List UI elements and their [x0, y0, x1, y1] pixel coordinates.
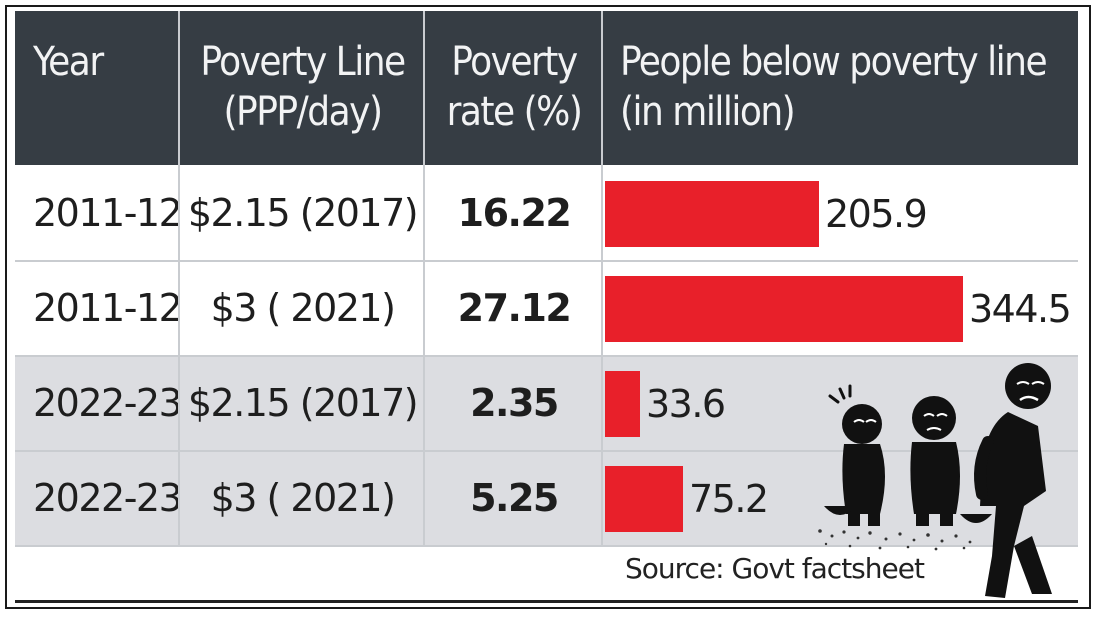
header-poverty-line: Poverty Line (PPP/day): [180, 11, 425, 165]
people-value-label: 33.6: [646, 382, 726, 426]
cell-year: 2011-12: [33, 286, 183, 330]
people-bar: [605, 466, 683, 532]
header-poverty-line-text-2: (PPP/day): [223, 89, 383, 135]
people-bar: [605, 181, 819, 247]
header-poverty-rate-text-1: Poverty: [451, 39, 578, 85]
table-row: 2011-12 $3 ( 2021) 27.12: [15, 262, 1078, 355]
figure-frame: [5, 5, 1091, 609]
cell-poverty-rate: 2.35: [470, 381, 559, 425]
table-row: 2022-23 $2.15 (2017) 2.35: [15, 357, 1078, 450]
source-note: Source: Govt factsheet: [625, 552, 925, 585]
table-row: 2011-12 $2.15 (2017) 16.22: [15, 167, 1078, 260]
people-value-label: 344.5: [969, 287, 1072, 331]
cell-poverty-line: $2.15 (2017): [187, 381, 419, 425]
cell-year: 2022-23: [33, 381, 183, 425]
cell-year: 2022-23: [33, 476, 183, 520]
people-bar: [605, 371, 640, 437]
header-poverty-rate: Poverty rate (%): [425, 11, 603, 165]
footer-rule: [15, 600, 1078, 603]
column-divider: [178, 11, 180, 547]
people-bar: [605, 276, 963, 342]
cell-poverty-rate: 16.22: [457, 191, 572, 235]
people-value-label: 205.9: [825, 192, 928, 236]
cell-poverty-rate: 27.12: [457, 286, 572, 330]
header-people-text-1: People below poverty line: [620, 39, 1048, 85]
header-people: People below poverty line (in million): [620, 11, 1070, 165]
row-divider: [15, 355, 1078, 357]
cell-poverty-line: $3 ( 2021): [210, 286, 396, 330]
cell-poverty-line: $3 ( 2021): [210, 476, 396, 520]
poverty-table: Year Poverty Line (PPP/day) Poverty rate…: [15, 11, 1078, 603]
row-divider: [15, 260, 1078, 262]
column-divider: [423, 11, 425, 547]
row-divider: [15, 450, 1078, 452]
cell-year: 2011-12: [33, 191, 183, 235]
table-header: Year Poverty Line (PPP/day) Poverty rate…: [15, 11, 1078, 165]
table-row: 2022-23 $3 ( 2021) 5.25: [15, 452, 1078, 545]
cell-poverty-line: $2.15 (2017): [187, 191, 419, 235]
column-divider: [601, 11, 603, 547]
header-year-text: Year: [33, 39, 104, 85]
row-divider: [15, 545, 1078, 547]
header-people-text-2: (in million): [620, 89, 796, 135]
people-value-label: 75.2: [689, 477, 769, 521]
header-poverty-line-text-1: Poverty Line: [200, 39, 406, 85]
header-poverty-rate-text-2: rate (%): [446, 89, 583, 135]
people-in-poverty-illustration: [818, 363, 1052, 598]
header-year: Year: [33, 11, 183, 165]
cell-poverty-rate: 5.25: [470, 476, 559, 520]
